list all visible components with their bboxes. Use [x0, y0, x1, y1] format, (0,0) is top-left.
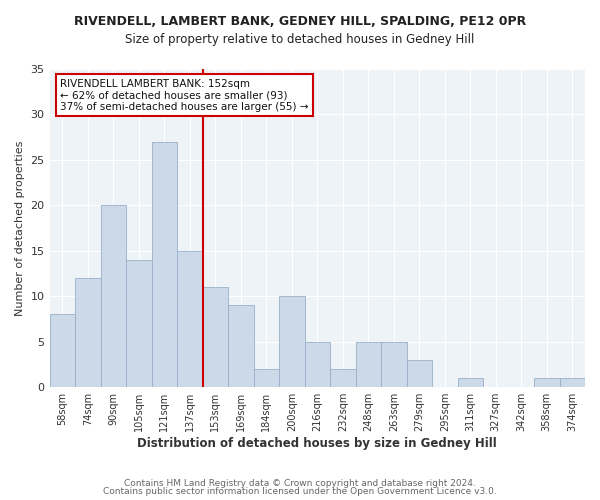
Bar: [75, 278, 101, 387]
Text: Contains HM Land Registry data © Crown copyright and database right 2024.: Contains HM Land Registry data © Crown c…: [124, 478, 476, 488]
Bar: [126, 260, 152, 387]
Y-axis label: Number of detached properties: Number of detached properties: [15, 140, 25, 316]
Bar: [458, 378, 483, 387]
Bar: [203, 287, 228, 387]
Bar: [330, 369, 356, 387]
Bar: [228, 306, 254, 387]
Bar: [356, 342, 381, 387]
Text: RIVENDELL, LAMBERT BANK, GEDNEY HILL, SPALDING, PE12 0PR: RIVENDELL, LAMBERT BANK, GEDNEY HILL, SP…: [74, 15, 526, 28]
Text: Contains public sector information licensed under the Open Government Licence v3: Contains public sector information licen…: [103, 487, 497, 496]
Bar: [254, 369, 279, 387]
Bar: [279, 296, 305, 387]
Bar: [50, 314, 75, 387]
Bar: [305, 342, 330, 387]
Bar: [560, 378, 585, 387]
Bar: [177, 251, 203, 387]
Text: RIVENDELL LAMBERT BANK: 152sqm
← 62% of detached houses are smaller (93)
37% of : RIVENDELL LAMBERT BANK: 152sqm ← 62% of …: [60, 78, 309, 112]
Bar: [534, 378, 560, 387]
Bar: [381, 342, 407, 387]
Bar: [407, 360, 432, 387]
Bar: [101, 206, 126, 387]
X-axis label: Distribution of detached houses by size in Gedney Hill: Distribution of detached houses by size …: [137, 437, 497, 450]
Text: Size of property relative to detached houses in Gedney Hill: Size of property relative to detached ho…: [125, 32, 475, 46]
Bar: [152, 142, 177, 387]
